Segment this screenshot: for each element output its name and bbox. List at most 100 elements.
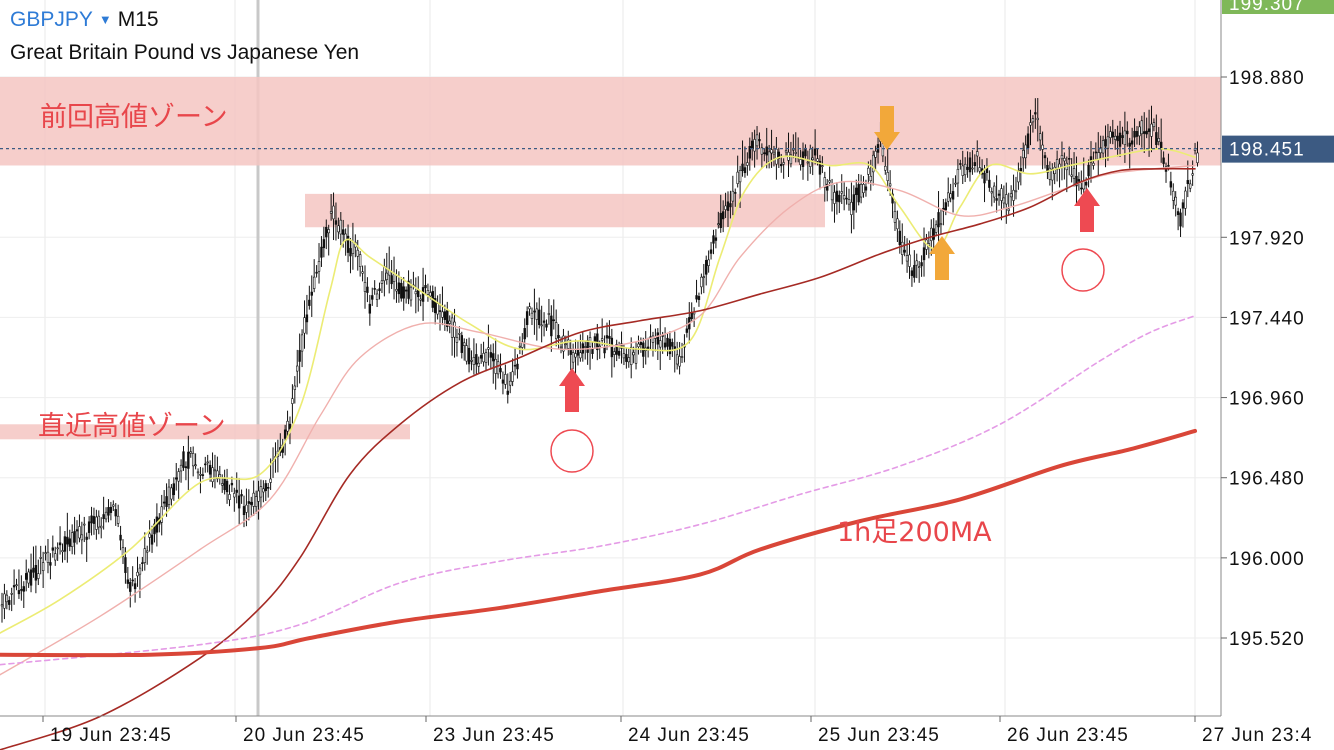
candle-body — [257, 490, 260, 502]
candle-body — [438, 310, 442, 312]
candle-body — [293, 385, 297, 390]
candle-body — [748, 146, 751, 159]
candle-body — [719, 212, 722, 229]
ma-short-line — [0, 147, 1196, 634]
candle-body — [564, 343, 568, 346]
candle-body — [632, 352, 635, 356]
candle-body — [901, 241, 904, 255]
candle-body — [230, 482, 234, 486]
candle-body — [112, 504, 115, 507]
candle-body — [763, 152, 766, 155]
caret-down-icon[interactable]: ▼ — [98, 12, 112, 27]
candle-body — [126, 579, 130, 584]
symbol-label[interactable]: GBPJPY — [10, 8, 93, 31]
candle-body — [221, 483, 224, 486]
candle-body — [458, 333, 461, 335]
candle-body — [104, 511, 108, 520]
candle-body — [867, 167, 870, 175]
candle-body — [847, 199, 851, 205]
candle-body — [419, 298, 422, 301]
candle-body — [559, 346, 563, 349]
candle-body — [721, 211, 725, 220]
timeframe-label[interactable]: M15 — [117, 8, 159, 31]
candle-body — [1138, 126, 1141, 137]
resistance-zone — [0, 77, 1221, 166]
candle-body — [496, 361, 500, 375]
candle-body — [920, 262, 923, 267]
y-tick-label: 196.480 — [1229, 469, 1305, 490]
candle-body — [963, 163, 967, 176]
candle-body — [1111, 131, 1114, 138]
candle-body — [951, 191, 955, 200]
candle-body — [296, 365, 299, 372]
candle-body — [252, 492, 255, 507]
candle-body — [1094, 151, 1098, 154]
candle-body — [869, 175, 872, 182]
candle-body — [78, 526, 81, 539]
candle-body — [441, 311, 444, 318]
candle-body — [366, 286, 369, 293]
candle-body — [1179, 212, 1182, 227]
candle-body — [954, 182, 957, 185]
candle-body — [634, 349, 638, 364]
candle-body — [83, 523, 86, 526]
candle-body — [97, 515, 101, 528]
candle-body — [508, 380, 512, 386]
candle-body — [160, 506, 163, 523]
candle-body — [208, 464, 212, 475]
candle-body — [581, 343, 585, 354]
candle-body — [1041, 144, 1044, 150]
candle-body — [671, 342, 674, 347]
y-tick-label: 196.000 — [1229, 549, 1305, 570]
candle-body — [702, 276, 706, 278]
candle-body — [402, 286, 405, 299]
candle-body — [659, 340, 662, 348]
candle-body — [100, 525, 103, 529]
candle-body — [988, 179, 991, 188]
candle-body — [663, 342, 667, 348]
candle-body — [961, 165, 964, 176]
candle-body — [61, 550, 64, 553]
candle-body — [235, 489, 238, 493]
candle-body — [129, 582, 132, 592]
candle-body — [373, 288, 376, 290]
candle-body — [247, 501, 251, 504]
candle-body — [407, 280, 410, 299]
candle-body — [833, 192, 836, 204]
zones — [0, 77, 1221, 440]
candle-body — [743, 167, 747, 174]
candle-body — [409, 286, 413, 301]
candle-body — [784, 150, 788, 153]
candle-body — [944, 202, 948, 211]
candle-body — [1172, 190, 1175, 201]
candle-body — [620, 343, 623, 349]
candle-body — [968, 157, 972, 173]
candle-body — [547, 313, 551, 315]
candle-body — [250, 501, 253, 505]
y-tick-label: 197.440 — [1229, 308, 1305, 329]
candle-body — [1077, 179, 1081, 182]
candle-body — [339, 219, 342, 235]
candle-body — [617, 350, 621, 356]
candle-body — [937, 212, 940, 228]
candle-body — [903, 249, 906, 253]
candle-body — [165, 496, 168, 507]
candle-body — [85, 536, 88, 540]
candle-body — [550, 315, 553, 337]
candle-body — [17, 590, 21, 595]
candle-body — [8, 600, 11, 605]
x-tick-label: 26 Jun 23:45 — [1007, 725, 1129, 746]
candle-body — [859, 183, 863, 198]
candle-body — [499, 368, 502, 373]
symbol-row[interactable]: GBPJPY ▼ M15 — [10, 8, 159, 32]
candle-body — [213, 469, 217, 472]
candle-body — [1012, 189, 1015, 201]
candle-body — [262, 488, 265, 493]
candle-body — [291, 398, 294, 404]
candle-body — [680, 356, 684, 358]
candle-body — [792, 148, 795, 151]
candle-body — [400, 282, 403, 299]
